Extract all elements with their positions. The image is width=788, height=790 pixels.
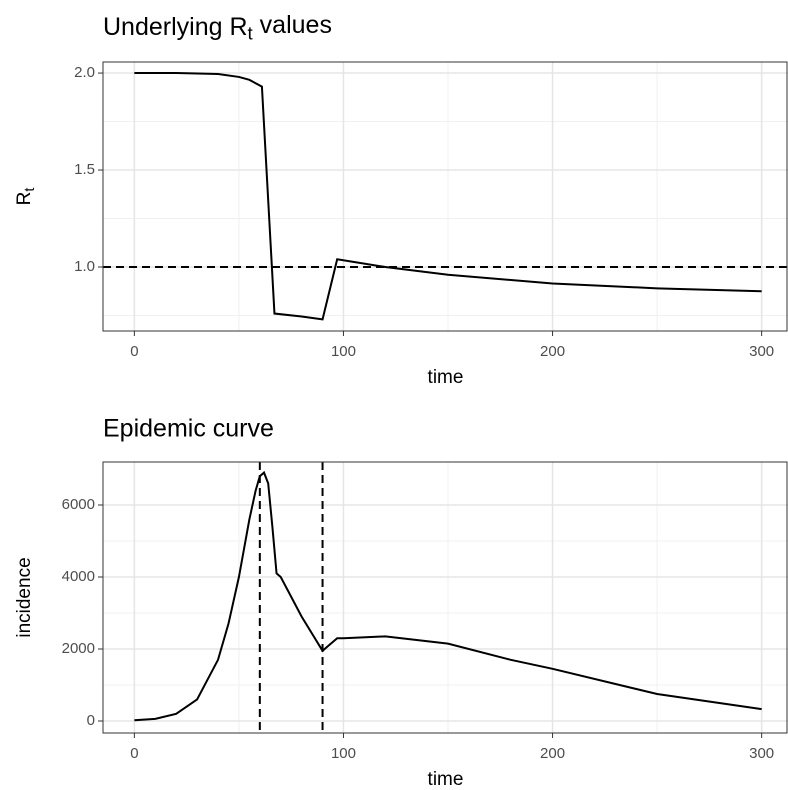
x-tick-label: 0	[130, 745, 138, 762]
chart-title: Epidemic curve	[103, 415, 274, 443]
series-line	[134, 72, 762, 321]
y-axis-title-sub: t	[22, 188, 38, 192]
x-axis-title: time	[428, 769, 464, 790]
x-tick-label: 200	[540, 745, 565, 762]
plot-border	[102, 61, 788, 332]
y-tick-label: 4000	[62, 568, 95, 585]
plot-border	[102, 461, 788, 734]
x-axis-title: time	[428, 367, 464, 388]
y-axis-title: incidence	[14, 557, 35, 637]
y-tick-label: 1.5	[74, 161, 95, 178]
chart-title-main: Underlying R	[103, 13, 248, 41]
y-tick-label: 6000	[62, 496, 95, 513]
y-axis-title: Rt	[14, 188, 38, 206]
y-tick-label: 1.0	[74, 258, 95, 275]
x-tick-label: 100	[331, 343, 356, 360]
x-tick-label: 0	[130, 343, 138, 360]
y-axis-title-main: R	[14, 192, 35, 206]
y-tick-label: 2000	[62, 640, 95, 657]
x-tick-label: 300	[749, 745, 774, 762]
y-tick-label: 2.0	[74, 64, 95, 81]
x-tick-label: 200	[540, 343, 565, 360]
chart-title-rest: values	[253, 10, 332, 38]
chart-title-sub: t	[248, 23, 254, 44]
series-line	[134, 470, 762, 722]
chart-title: Underlying Rt values	[103, 10, 332, 43]
y-tick-label: 0	[87, 712, 95, 729]
x-tick-label: 100	[331, 745, 356, 762]
x-tick-label: 300	[749, 343, 774, 360]
